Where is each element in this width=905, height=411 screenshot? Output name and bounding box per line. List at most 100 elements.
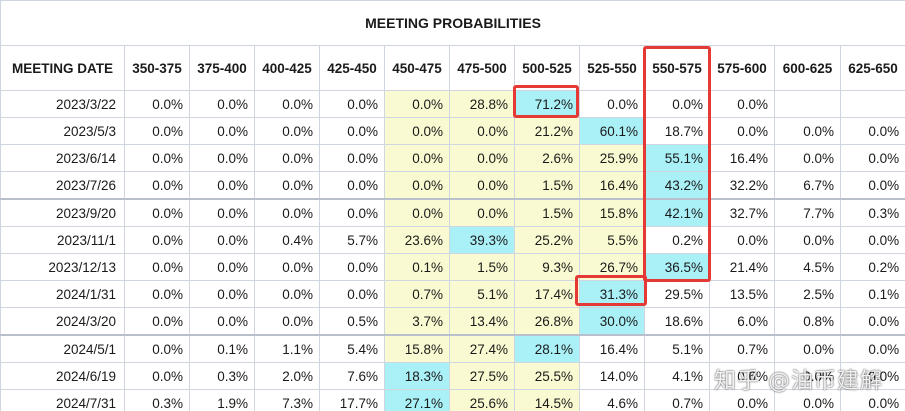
probability-cell: 0.0% (124, 334, 190, 363)
probability-cell: 13.5% (709, 280, 775, 308)
probability-cell: 0.5% (319, 307, 385, 336)
probability-cell: 27.5% (449, 362, 515, 390)
probability-cell: 0.0% (774, 362, 841, 390)
probability-cell: 0.8% (774, 307, 841, 336)
probability-cell: 0.0% (839, 307, 905, 336)
table-row: 2023/5/3 0.0% 0.0% 0.0% 0.0% 0.0% 0.0% 21.2% 60.… (0, 117, 905, 145)
probability-cell: 0.0% (384, 198, 450, 227)
probability-cell: 4.1% (644, 362, 710, 390)
probability-cell: 0.0% (319, 253, 385, 281)
probability-cell: 26.8% (514, 307, 580, 336)
probability-cell: 7.3% (254, 389, 320, 411)
probability-cell: 42.1% (644, 198, 710, 227)
probability-cell: 0.0% (124, 280, 190, 308)
probability-cell: 1.1% (254, 334, 320, 363)
probability-cell: 5.1% (644, 334, 710, 363)
table-row: 2023/12/13 0.0% 0.0% 0.0% 0.0% 0.1% 1.5% 9.3% 26… (0, 253, 905, 281)
probability-cell: 23.6% (384, 226, 450, 254)
probability-cell: 0.0% (774, 144, 841, 172)
meeting-date-cell: 2024/7/31 (0, 389, 125, 411)
probability-cell (774, 90, 841, 118)
probability-cell: 0.0% (189, 253, 255, 281)
probability-cell: 31.3% (579, 280, 645, 308)
meeting-date-cell: 2024/6/19 (0, 362, 125, 390)
probability-cell: 16.4% (579, 334, 645, 363)
probability-cell: 27.4% (449, 334, 515, 363)
probability-cell: 0.0% (319, 171, 385, 200)
probability-cell: 0.0% (839, 144, 905, 172)
probability-cell: 0.0% (124, 307, 190, 336)
probability-cell: 0.0% (254, 144, 320, 172)
probability-cell: 9.3% (514, 253, 580, 281)
probability-cell: 25.6% (449, 389, 515, 411)
probability-cell: 0.0% (774, 334, 841, 363)
probability-cell: 26.7% (579, 253, 645, 281)
probability-cell: 55.1% (644, 144, 710, 172)
probability-cell: 30.0% (579, 307, 645, 336)
meeting-date-cell: 2023/5/3 (0, 117, 125, 145)
probability-cell: 0.0% (254, 198, 320, 227)
probability-cell: 0.0% (449, 171, 515, 200)
column-header-row: MEETING DATE 350-375 375-400 400-425 425-450… (0, 45, 905, 91)
probability-cell: 0.0% (709, 90, 775, 118)
probability-cell: 0.0% (189, 171, 255, 200)
table-row: 2024/3/20 0.0% 0.0% 0.0% 0.5% 3.7% 13.4% 26.8% 3… (0, 307, 905, 336)
column-header-range: 575-600 (709, 45, 775, 91)
table-row: 2024/6/19 0.0% 0.3% 2.0% 7.6% 18.3% 27.5% 25.5%… (0, 362, 905, 390)
probability-cell: 0.0% (579, 90, 645, 118)
probability-cell: 5.5% (579, 226, 645, 254)
probability-cell: 15.8% (579, 198, 645, 227)
probability-cell: 0.2% (644, 226, 710, 254)
table-row: 2023/6/14 0.0% 0.0% 0.0% 0.0% 0.0% 0.0% 2.6% 25.… (0, 144, 905, 172)
probability-cell: 0.0% (124, 253, 190, 281)
table-row: 2024/7/31 0.3% 1.9% 7.3% 17.7% 27.1% 25.6% 14.5… (0, 389, 905, 411)
probability-cell: 2.5% (774, 280, 841, 308)
column-header-range: 525-550 (579, 45, 645, 91)
probability-cell: 0.0% (319, 144, 385, 172)
column-header-range: 450-475 (384, 45, 450, 91)
probability-cell: 1.5% (514, 198, 580, 227)
probability-cell: 32.7% (709, 198, 775, 227)
meeting-date-cell: 2023/6/14 (0, 144, 125, 172)
table-row: 2023/7/26 0.0% 0.0% 0.0% 0.0% 0.0% 0.0% 1.5% 16.… (0, 171, 905, 200)
probability-cell: 13.4% (449, 307, 515, 336)
probability-cell: 5.7% (319, 226, 385, 254)
probability-cell: 0.0% (839, 362, 905, 390)
probability-cell: 0.3% (124, 389, 190, 411)
probability-cell: 1.5% (514, 171, 580, 200)
probability-cell: 0.1% (189, 334, 255, 363)
meeting-date-cell: 2023/3/22 (0, 90, 125, 118)
probability-cell: 0.0% (124, 171, 190, 200)
probability-cell: 18.7% (644, 117, 710, 145)
probability-cell: 0.0% (384, 117, 450, 145)
probability-cell: 0.0% (709, 226, 775, 254)
table-row: 2024/5/1 0.0% 0.1% 1.1% 5.4% 15.8% 27.4% 28.1% 1… (0, 334, 905, 363)
probability-cell: 71.2% (514, 90, 580, 118)
probability-cell: 0.0% (254, 307, 320, 336)
probability-cell: 17.4% (514, 280, 580, 308)
probability-cell: 21.2% (514, 117, 580, 145)
probability-cell: 0.0% (189, 307, 255, 336)
probability-cell: 4.6% (579, 389, 645, 411)
probability-cell: 18.6% (644, 307, 710, 336)
probability-cell: 0.0% (124, 90, 190, 118)
probability-cell: 32.2% (709, 171, 775, 200)
column-header-range: 350-375 (124, 45, 190, 91)
probability-cell: 28.1% (514, 334, 580, 363)
meeting-date-cell: 2024/5/1 (0, 334, 125, 363)
probability-cell: 43.2% (644, 171, 710, 200)
probability-cell: 0.0% (644, 90, 710, 118)
probability-cell: 0.0% (839, 334, 905, 363)
probability-cell: 0.0% (124, 198, 190, 227)
column-header-range: 375-400 (189, 45, 255, 91)
probability-cell: 16.4% (579, 171, 645, 200)
probability-cell: 25.2% (514, 226, 580, 254)
probability-cell: 14.5% (514, 389, 580, 411)
probability-cell: 5.1% (449, 280, 515, 308)
probability-cell: 0.6% (709, 362, 775, 390)
meeting-date-cell: 2023/9/20 (0, 198, 125, 227)
probability-cell: 7.6% (319, 362, 385, 390)
probability-cell: 0.0% (774, 389, 841, 411)
probability-cell: 0.0% (449, 144, 515, 172)
